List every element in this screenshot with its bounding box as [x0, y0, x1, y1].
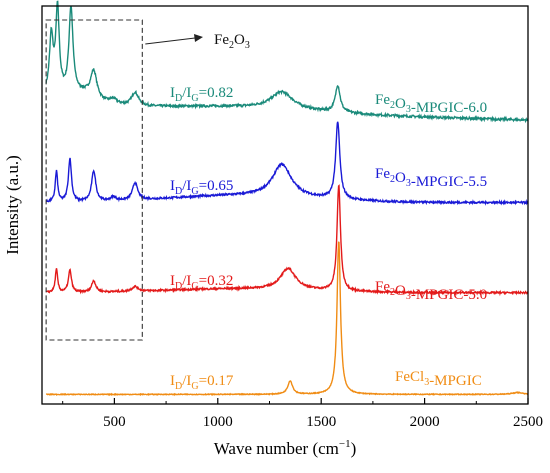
axes-layer: 500 1000 1500 2000 2500 Wave number (cm−1) Int…	[3, 5, 543, 458]
annotation-arrow-head	[194, 34, 203, 42]
x-tick-label: 2500	[513, 414, 543, 430]
ratio-label-3: ID/IG=0.17	[170, 373, 234, 392]
fe2o3-region-box	[45, 19, 143, 341]
x-tick-label: 1500	[306, 414, 336, 430]
series-label-0: Fe2O3-MPGIC-6.0	[375, 92, 487, 116]
ratio-label-0: ID/IG=0.82	[170, 85, 233, 104]
plot-frame	[41, 5, 529, 405]
series-line-2	[45, 184, 529, 297]
x-tick-label: 2000	[410, 414, 440, 430]
annotation-arrow-line	[145, 37, 196, 45]
annotation-layer: Fe2O3-MPGIC-6.0 ID/IG=0.82 Fe2O3-MPGIC-5.5…	[45, 19, 487, 392]
x-tick-label: 1000	[203, 414, 233, 430]
series-line-0	[45, 0, 529, 124]
ratio-label-1: ID/IG=0.65	[170, 178, 233, 197]
series-label-1: Fe2O3-MPGIC-5.5	[375, 166, 487, 190]
ratio-label-2: ID/IG=0.32	[170, 273, 233, 292]
series-label-2: Fe2O3-MPGIC-5.0	[375, 279, 487, 303]
series-line-1	[45, 121, 529, 206]
series-layer	[45, 0, 529, 397]
series-line-3	[45, 241, 529, 397]
fe2o3-annotation-label: Fe2O3	[214, 32, 250, 51]
x-tick-label: 500	[103, 414, 126, 430]
y-axis-label: Intensity (a.u.)	[3, 155, 22, 255]
series-label-3: FeCl3-MPGIC	[395, 369, 482, 389]
x-axis-label: Wave number (cm−1)	[214, 438, 357, 458]
